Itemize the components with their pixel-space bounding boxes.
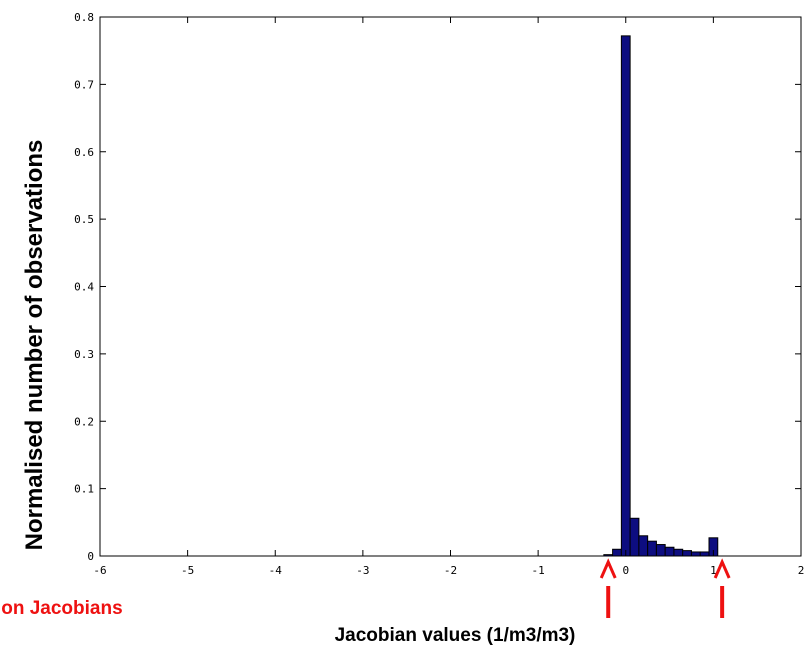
histogram-bar — [655, 544, 666, 557]
y-tick-label: 0.8 — [74, 11, 94, 24]
y-axis-label: Normalised number of observations — [21, 140, 48, 551]
plot-frame — [99, 16, 802, 557]
histogram-bar — [699, 551, 710, 557]
y-tick-label: 0.1 — [74, 483, 94, 496]
histogram-bar — [664, 546, 675, 557]
x-tick-label: 0 — [622, 564, 629, 577]
histogram-bar — [682, 550, 692, 557]
histogram-bar — [638, 535, 649, 557]
histogram-bar — [620, 35, 631, 557]
y-axis-ticks: 0 0.1 0.2 0.3 0.4 0.5 0.6 0.7 0.8 — [74, 11, 801, 563]
histogram-bar — [673, 548, 684, 557]
y-tick-label: 0.4 — [74, 281, 94, 294]
y-tick-label: 0.7 — [74, 78, 94, 91]
x-tick-label: -6 — [93, 564, 106, 577]
x-tick-label: -2 — [444, 564, 457, 577]
x-axis-label: Jacobian values (1/m3/m3) — [335, 625, 576, 646]
x-tick-label: -1 — [532, 564, 545, 577]
limit-arrow — [713, 558, 731, 618]
histogram-bar — [690, 551, 701, 557]
annotation-text: Limits on Jacobians — [0, 598, 123, 619]
histogram-bar — [612, 548, 622, 557]
y-tick-label: 0 — [87, 550, 94, 563]
histogram-bars — [603, 35, 719, 557]
y-tick-label: 0.6 — [74, 146, 94, 159]
x-axis-ticks: -6 -5 -4 -3 -2 -1 0 1 2 — [93, 17, 804, 577]
y-tick-label: 0.2 — [74, 415, 94, 428]
limit-arrow — [599, 558, 617, 618]
x-tick-label: -3 — [356, 564, 369, 577]
y-tick-label: 0.5 — [74, 213, 94, 226]
limit-arrows — [599, 558, 731, 618]
x-tick-label: 2 — [798, 564, 805, 577]
y-tick-label: 0.3 — [74, 348, 94, 361]
x-tick-label: 1 — [710, 564, 717, 577]
histogram-bar — [629, 517, 640, 557]
x-tick-label: -5 — [181, 564, 194, 577]
x-tick-label: -4 — [269, 564, 283, 577]
histogram-bar — [647, 540, 657, 557]
